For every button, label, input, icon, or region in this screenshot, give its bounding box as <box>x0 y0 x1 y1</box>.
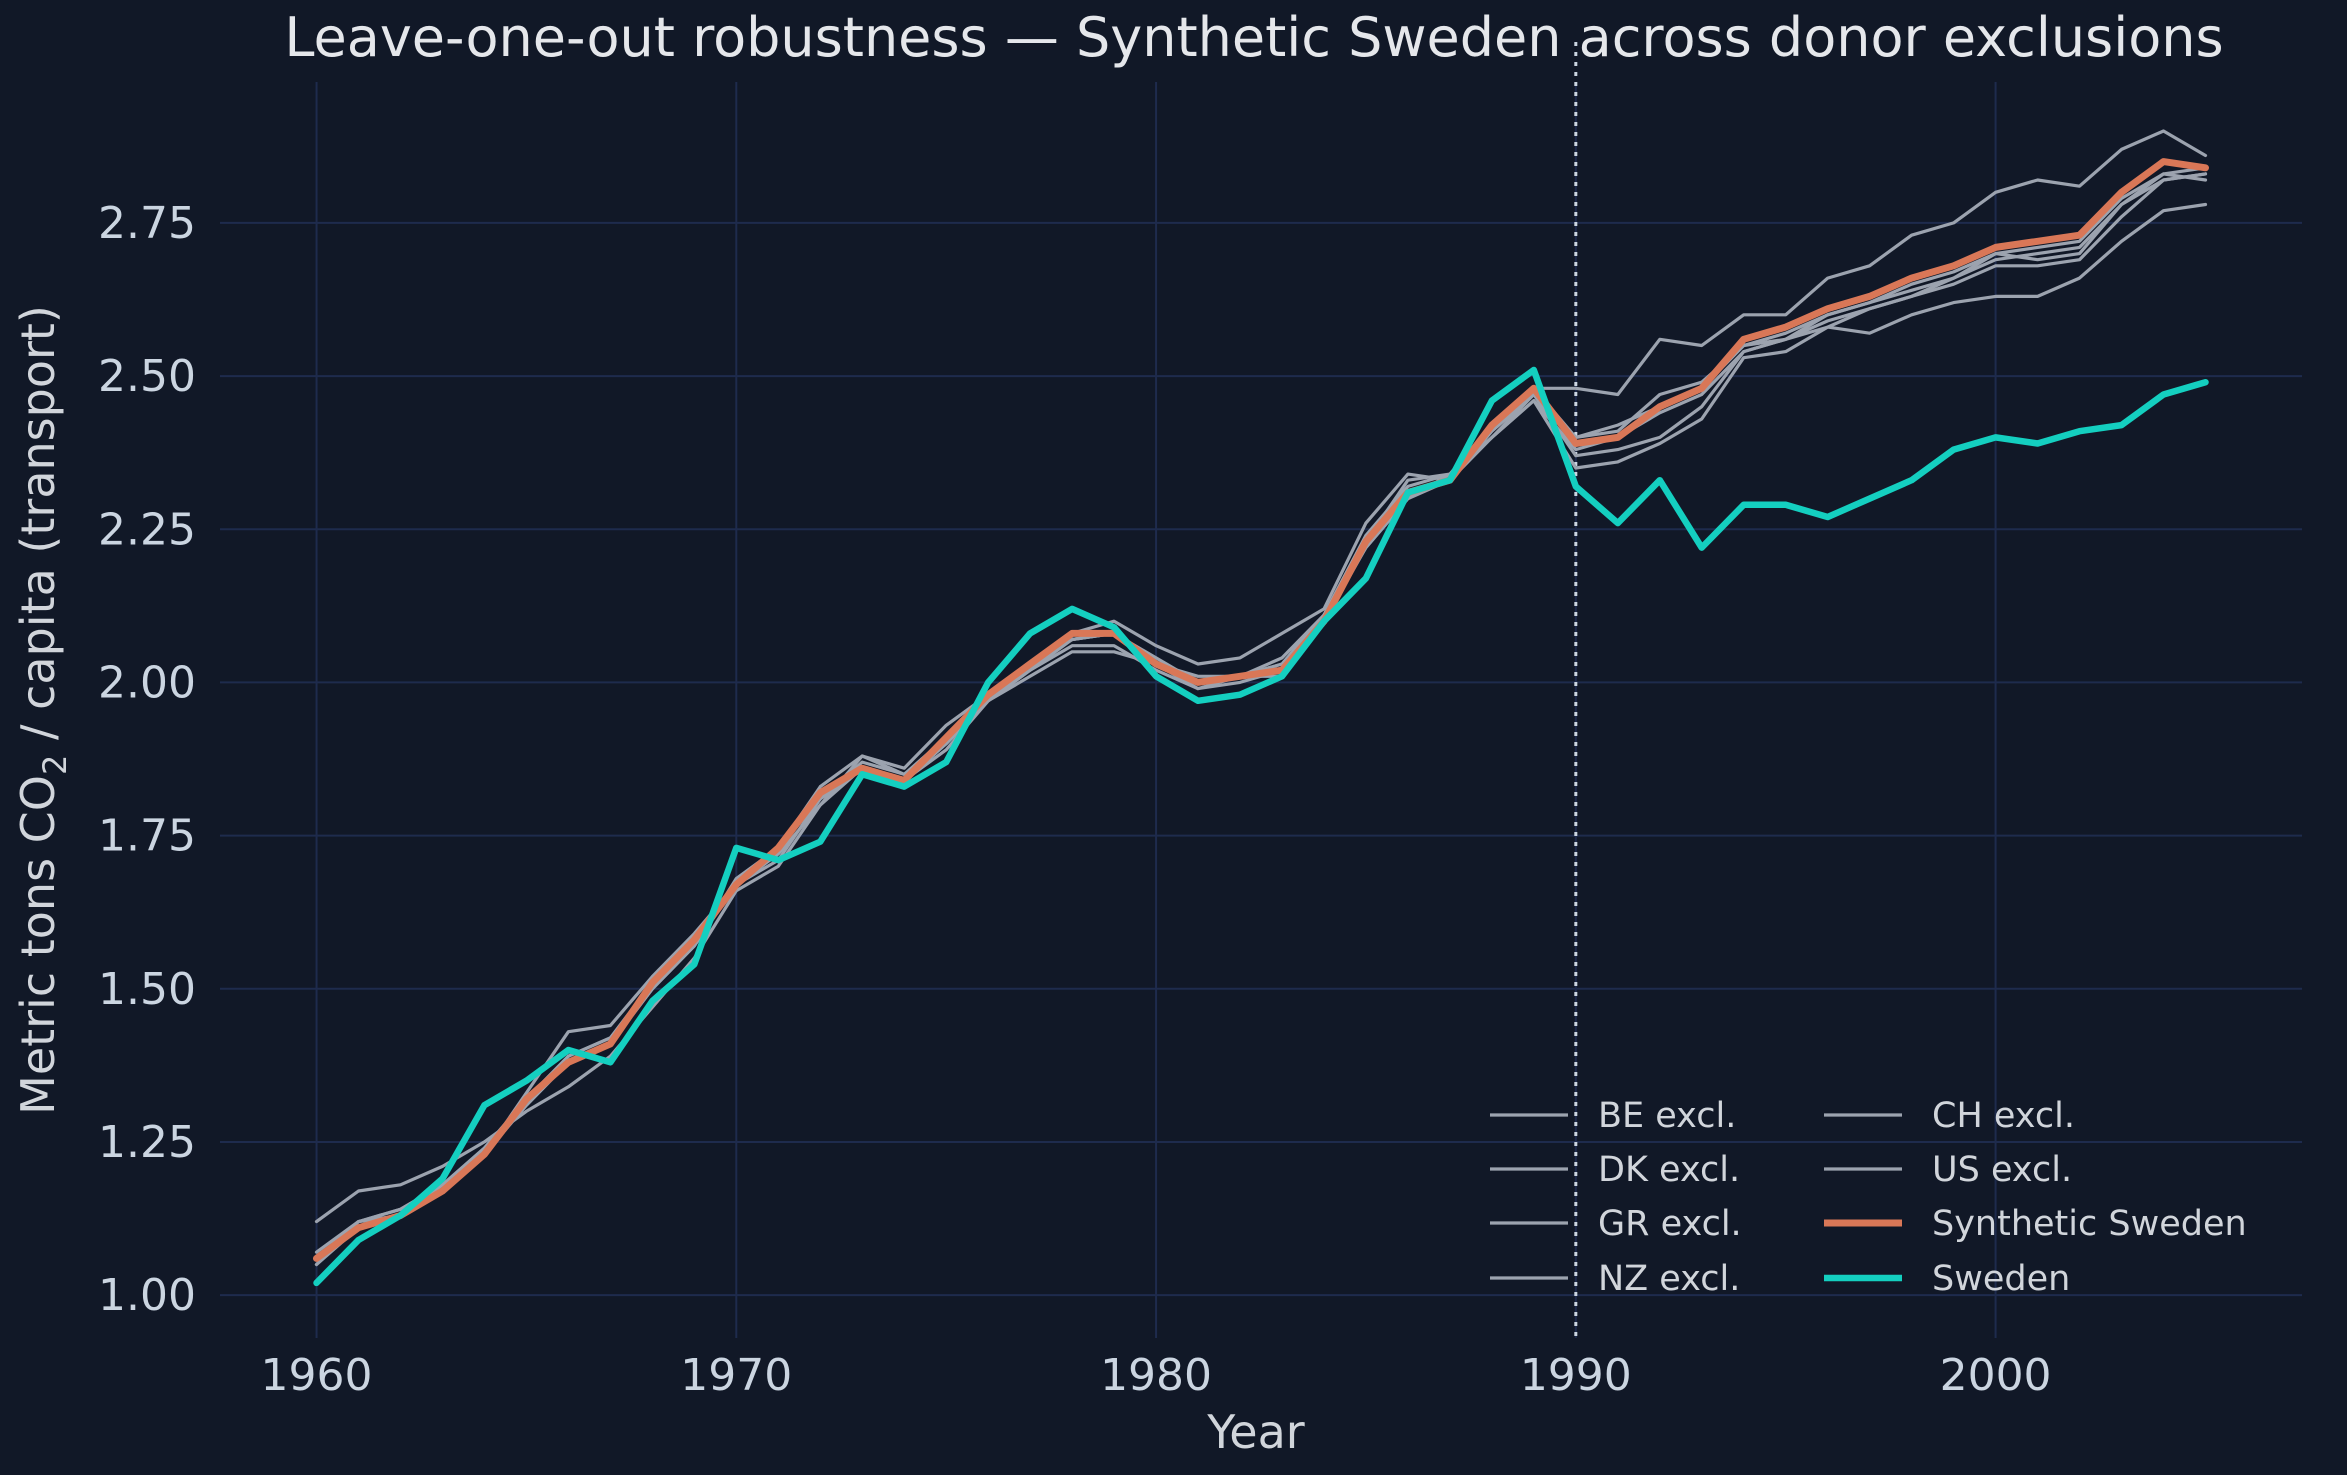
y-tick-labels: 1.00 1.25 1.50 1.75 2.00 2.25 2.50 2.75 <box>98 198 196 1321</box>
series-line-dk-excl <box>314 202 2208 1261</box>
legend-label-sweden: Sweden <box>1932 1259 2070 1299</box>
legend-label-ch-excl: CH excl. <box>1932 1096 2075 1136</box>
x-tick-label: 1960 <box>261 1350 373 1401</box>
legend-label-nz-excl: NZ excl. <box>1598 1259 1740 1299</box>
y-tick-label: 1.75 <box>98 811 196 862</box>
y-axis-label-prefix: Metric tons CO <box>11 775 65 1115</box>
y-tick-label: 2.50 <box>98 351 196 402</box>
y-tick-label: 2.00 <box>98 657 196 708</box>
x-tick-label: 1990 <box>1520 1350 1632 1401</box>
y-tick-label: 2.25 <box>98 504 196 555</box>
series-line-synthetic-sweden <box>313 158 2209 1262</box>
legend-label-synthetic-sweden: Synthetic Sweden <box>1932 1204 2247 1244</box>
chart-title: Leave-one-out robustness — Synthetic Swe… <box>284 6 2223 69</box>
y-tick-label: 1.25 <box>98 1117 196 1168</box>
x-tick-label: 1970 <box>680 1350 792 1401</box>
x-axis-label: Year <box>1206 1405 1304 1459</box>
y-tick-label: 1.50 <box>98 964 196 1015</box>
y-tick-label: 1.00 <box>98 1270 196 1321</box>
y-axis-label-suffix: / capita (transport) <box>11 305 65 755</box>
series-lines <box>313 129 2209 1287</box>
y-axis-label: Metric tons CO2 / capita (transport) <box>11 305 74 1115</box>
x-tick-label: 1980 <box>1100 1350 1212 1401</box>
legend-label-gr-excl: GR excl. <box>1598 1204 1742 1244</box>
legend-label-dk-excl: DK excl. <box>1598 1150 1740 1190</box>
legend-label-us-excl: US excl. <box>1932 1150 2072 1190</box>
y-tick-label: 2.75 <box>98 198 196 249</box>
y-axis-label-subscript: 2 <box>36 755 74 775</box>
legend-label-be-excl: BE excl. <box>1598 1096 1736 1136</box>
legend: BE excl. DK excl. GR excl. NZ excl. CH excl.… <box>1490 1096 2247 1299</box>
x-tick-labels: 1960 1970 1980 1990 2000 <box>261 1350 2052 1401</box>
x-tick-label: 2000 <box>1940 1350 2052 1401</box>
series-line-sweden <box>313 366 2209 1287</box>
